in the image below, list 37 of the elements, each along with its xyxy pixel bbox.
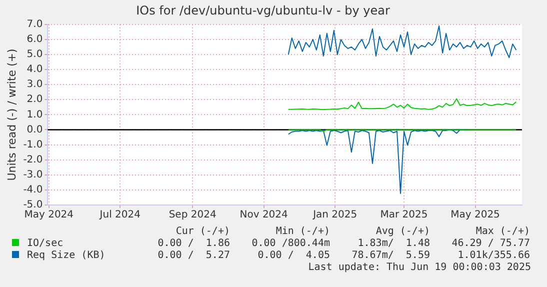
x-tick-label: May 2025 <box>450 210 500 221</box>
legend-label: Req Size (KB) <box>27 250 106 261</box>
y-tick-label: 6.0 <box>26 34 43 46</box>
text: Min (-/+) <box>274 226 330 238</box>
y-tick-label: -4.0 <box>23 184 43 196</box>
y-tick-label: -3.0 <box>23 169 43 180</box>
y-tick-label: 1.0 <box>26 109 43 120</box>
x-tick-label: Nov 2024 <box>240 210 288 221</box>
y-tick-label: -1.0 <box>23 139 43 150</box>
text: 0.00 / 1.86 <box>156 238 230 250</box>
x-tick-label: Jan 2025 <box>312 210 358 221</box>
y-tick-label: -5.0 <box>23 200 43 211</box>
x-tick-label: Jul 2024 <box>98 210 140 221</box>
text: Avg (-/+) <box>374 226 430 238</box>
chart-title: IOs for /dev/ubuntu-vg/ubuntu-lv - by year <box>136 3 390 18</box>
text: 1.83m/ 1.48 <box>356 238 430 250</box>
text: 46.29 / 75.77 <box>450 238 530 250</box>
text: Last update: Thu Jun 19 00:00:03 2025 <box>308 262 531 273</box>
y-tick-label: 2.0 <box>26 94 43 106</box>
x-tick-label: Sep 2024 <box>168 210 216 221</box>
text: 0.00 /800.44m <box>250 238 330 250</box>
text: 78.67m/ 5.59 <box>350 250 430 262</box>
y-tick-label: 7.0 <box>26 18 43 30</box>
y-tick-label: -2.0 <box>23 154 43 166</box>
x-tick-label: May 2024 <box>24 210 74 221</box>
text: 1.01k/355.66 <box>456 250 530 262</box>
y-tick-label: 3.0 <box>26 79 43 90</box>
text: 0.00 / 5.27 <box>156 250 230 262</box>
y-tick-label: 5.0 <box>26 49 43 60</box>
legend-label: IO/sec <box>27 238 64 249</box>
y-tick-label: 4.0 <box>26 64 43 76</box>
y-axis-title: Units read (-) / write (+) <box>5 48 18 181</box>
y-tick-label: 0.0 <box>26 124 43 136</box>
text: Max (-/+) <box>474 226 530 238</box>
x-tick-label: Mar 2025 <box>380 210 428 221</box>
text: Cur (-/+) <box>174 226 230 238</box>
text: 0.00 / 4.05 <box>256 250 330 262</box>
